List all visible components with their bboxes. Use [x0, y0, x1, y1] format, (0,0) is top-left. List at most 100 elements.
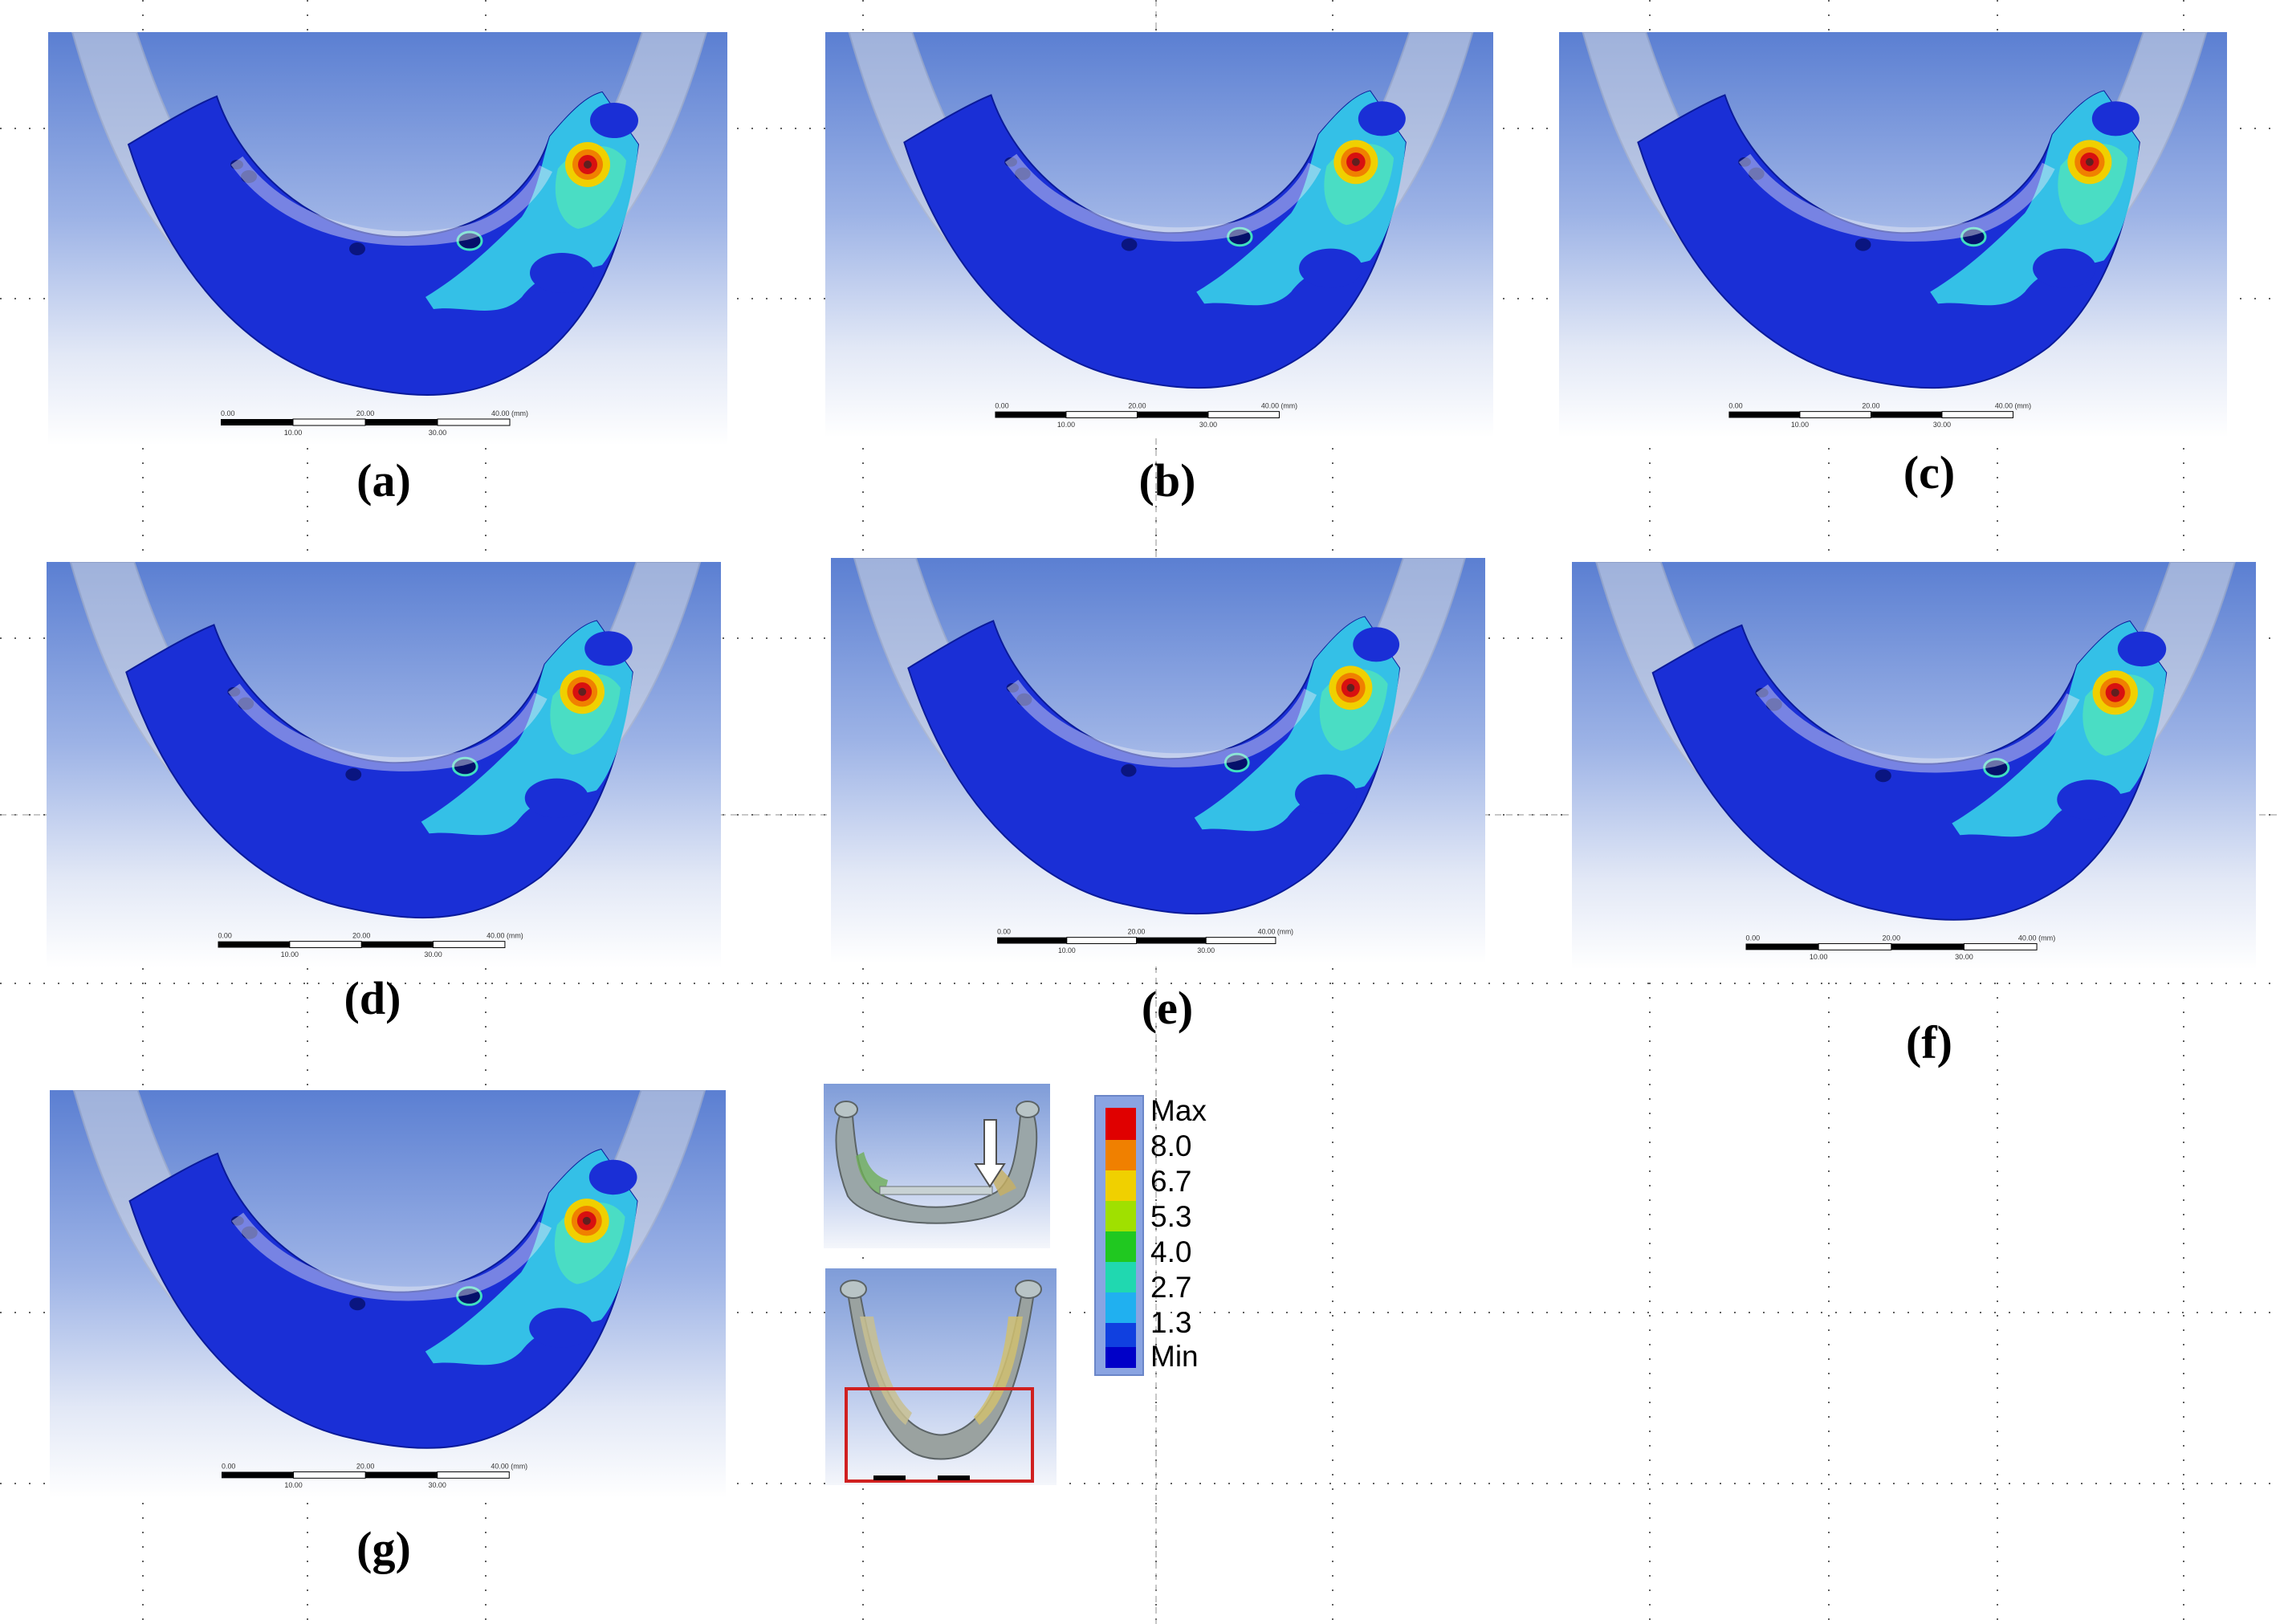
- fea-panel-c: 0.00 20.00 40.00 (mm) 10.00 30.00: [1559, 32, 2227, 438]
- implant-site: [1016, 693, 1032, 706]
- legend-swatch: [1105, 1231, 1136, 1262]
- scale-tick-label: 20.00: [356, 1463, 374, 1471]
- scale-tick-label: 0.00: [1728, 402, 1742, 410]
- implant-site: [582, 1216, 591, 1225]
- mandible-frontal: [840, 1280, 1042, 1483]
- scale-segment: [1207, 411, 1280, 418]
- low-stress-pocket: [588, 1159, 637, 1195]
- scale-segment: [365, 1471, 438, 1479]
- implant-site: [456, 1286, 482, 1306]
- low-stress-pocket: [524, 778, 589, 818]
- scale-tick-label: 20.00: [1882, 934, 1900, 942]
- implant-site: [1004, 157, 1017, 167]
- low-stress-pocket: [590, 103, 638, 138]
- legend-swatch: [1105, 1347, 1136, 1368]
- scale-segment: [289, 941, 362, 948]
- panel-label-d: (d): [344, 972, 401, 1024]
- low-stress-pocket: [2033, 248, 2096, 288]
- implant-site: [227, 686, 241, 697]
- scale-segment: [1818, 942, 1892, 950]
- scale-tick-label: 20.00: [356, 409, 375, 417]
- scale-segment: [1205, 937, 1276, 944]
- prosthesis-bar: [228, 683, 548, 771]
- fea-panel-e: 0.00 20.00 40.00 (mm) 10.00 30.00: [831, 558, 1485, 963]
- legend-swatch: [1105, 1108, 1136, 1140]
- implant-site: [451, 756, 478, 777]
- scale-tick-label: 10.00: [1791, 421, 1809, 429]
- legend-swatch: [1105, 1201, 1136, 1231]
- mandible-stress-plot: 0.00 20.00 40.00 (mm) 10.00 30.00: [853, 558, 1466, 954]
- low-stress-pocket: [1299, 248, 1362, 288]
- implant-site: [1960, 226, 1987, 247]
- scale-tick-label: 10.00: [284, 429, 303, 437]
- scale-segment: [293, 1471, 366, 1479]
- scale-tick-label: 30.00: [1955, 953, 1973, 961]
- implant-site: [230, 160, 243, 169]
- implant-site: [345, 767, 362, 781]
- scale-tick-label: 40.00 (mm): [491, 1463, 527, 1471]
- implant-site: [1006, 682, 1020, 693]
- prosthesis-bar: [231, 1212, 552, 1301]
- scale-segment: [995, 411, 1066, 418]
- implant-site: [241, 1226, 258, 1239]
- scale-segment: [221, 419, 293, 425]
- scale-segment: [997, 937, 1067, 944]
- implant-site: [1983, 758, 2010, 778]
- low-stress-pocket: [1295, 774, 1358, 814]
- scale-tick-label: 40.00 (mm): [1261, 402, 1297, 410]
- scale-segment: [437, 418, 511, 426]
- scale-bar: 0.00 20.00 40.00 (mm) 10.00 30.00: [221, 1463, 527, 1489]
- fea-panel-g: 0.00 20.00 40.00 (mm) 10.00 30.00: [50, 1090, 726, 1498]
- prosthesis-bar: [230, 156, 553, 246]
- mandible-perspective: [834, 1101, 1040, 1224]
- scale-tick-label: 30.00: [429, 429, 447, 437]
- legend-label: 4.0: [1150, 1235, 1192, 1268]
- inset-perspective-view: [824, 1084, 1050, 1248]
- scale-tick-label: 20.00: [1862, 402, 1879, 410]
- implant-site: [1121, 763, 1137, 777]
- scale-tick-label: 0.00: [1746, 934, 1761, 942]
- scale-tick-label: 0.00: [222, 1463, 235, 1471]
- implant-site: [1223, 752, 1250, 773]
- scale-tick-label: 40.00 (mm): [491, 409, 528, 417]
- panel-label-a: (a): [356, 454, 411, 507]
- mandible-stress-plot: 0.00 20.00 40.00 (mm) 10.00 30.00: [69, 562, 702, 959]
- scale-segment: [1137, 411, 1208, 418]
- low-stress-pocket: [530, 253, 594, 293]
- implant-site: [349, 1297, 366, 1311]
- scale-tick-label: 30.00: [424, 950, 442, 959]
- scale-tick-label: 30.00: [429, 1481, 446, 1489]
- scale-tick-label: 30.00: [1933, 421, 1951, 429]
- legend-label: 6.7: [1150, 1165, 1192, 1198]
- scale-tick-label: 30.00: [1197, 946, 1215, 954]
- scale-tick-label: 10.00: [281, 950, 299, 959]
- scale-segment: [1066, 937, 1138, 944]
- low-stress-pocket: [1358, 101, 1406, 136]
- scale-tick-label: 40.00 (mm): [1258, 928, 1293, 936]
- scale-bar: 0.00 20.00 40.00 (mm) 10.00 30.00: [1745, 934, 2055, 961]
- panel-label-f: (f): [1906, 1016, 1952, 1068]
- scale-tick-label: 20.00: [352, 932, 370, 940]
- implant-site: [238, 697, 254, 710]
- legend-swatch: [1105, 1140, 1136, 1170]
- fea-panel-b: 0.00 20.00 40.00 (mm) 10.00 30.00: [825, 32, 1493, 438]
- implant-site: [1015, 167, 1031, 181]
- implant-site: [1346, 683, 1355, 692]
- scale-tick-label: 0.00: [218, 932, 231, 940]
- implant-site: [230, 1215, 244, 1226]
- scale-segment: [1799, 411, 1871, 418]
- mandible-stress-plot: 0.00 20.00 40.00 (mm) 10.00 30.00: [72, 1090, 706, 1489]
- implant-site: [349, 242, 365, 255]
- implant-site: [578, 687, 587, 696]
- fea-panel-f: 0.00 20.00 40.00 (mm) 10.00 30.00: [1572, 562, 2256, 970]
- scale-tick-label: 10.00: [1058, 946, 1076, 954]
- mandible-stress-plot: 0.00 20.00 40.00 (mm) 10.00 30.00: [1595, 562, 2236, 961]
- legend-swatch: [1105, 1262, 1136, 1292]
- fea-panel-d: 0.00 20.00 40.00 (mm) 10.00 30.00: [47, 562, 721, 967]
- scale-tick-label: 10.00: [1057, 421, 1075, 429]
- panel-label-g: (g): [356, 1522, 411, 1574]
- scale-bar: 0.00 20.00 40.00 (mm) 10.00 30.00: [997, 928, 1293, 954]
- low-stress-pocket: [584, 631, 633, 666]
- panel-label-b: (b): [1138, 454, 1196, 507]
- scale-segment: [1065, 411, 1138, 418]
